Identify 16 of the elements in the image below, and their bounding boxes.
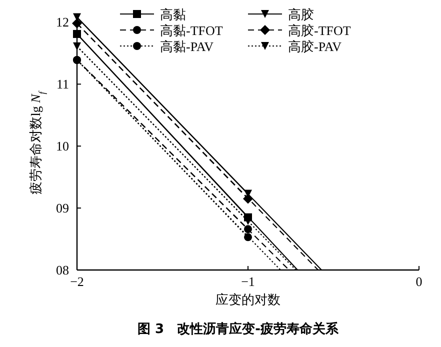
legend-label: 高胶	[288, 7, 314, 22]
legend-label: 高胶-TFOT	[288, 23, 351, 38]
y-tick-label: 08	[56, 262, 69, 278]
y-tick-label: 10	[56, 138, 69, 154]
x-tick-label: −1	[241, 274, 255, 289]
legend-label: 高黏-TFOT	[160, 23, 223, 38]
y-tick-label: 12	[56, 14, 69, 30]
legend-label: 高黏	[160, 7, 186, 22]
legend-label: 高胶-PAV	[288, 39, 342, 54]
y-tick-label: 11	[56, 76, 69, 92]
x-axis-title: 应变的对数	[216, 292, 280, 307]
legend-label: 高黏-PAV	[160, 39, 214, 54]
text: 图 3 改性沥青应变-疲劳寿命关系	[138, 321, 340, 337]
y-tick-label: 09	[56, 200, 69, 216]
x-tick-label: −2	[70, 274, 84, 289]
x-tick-label: 0	[416, 274, 422, 289]
